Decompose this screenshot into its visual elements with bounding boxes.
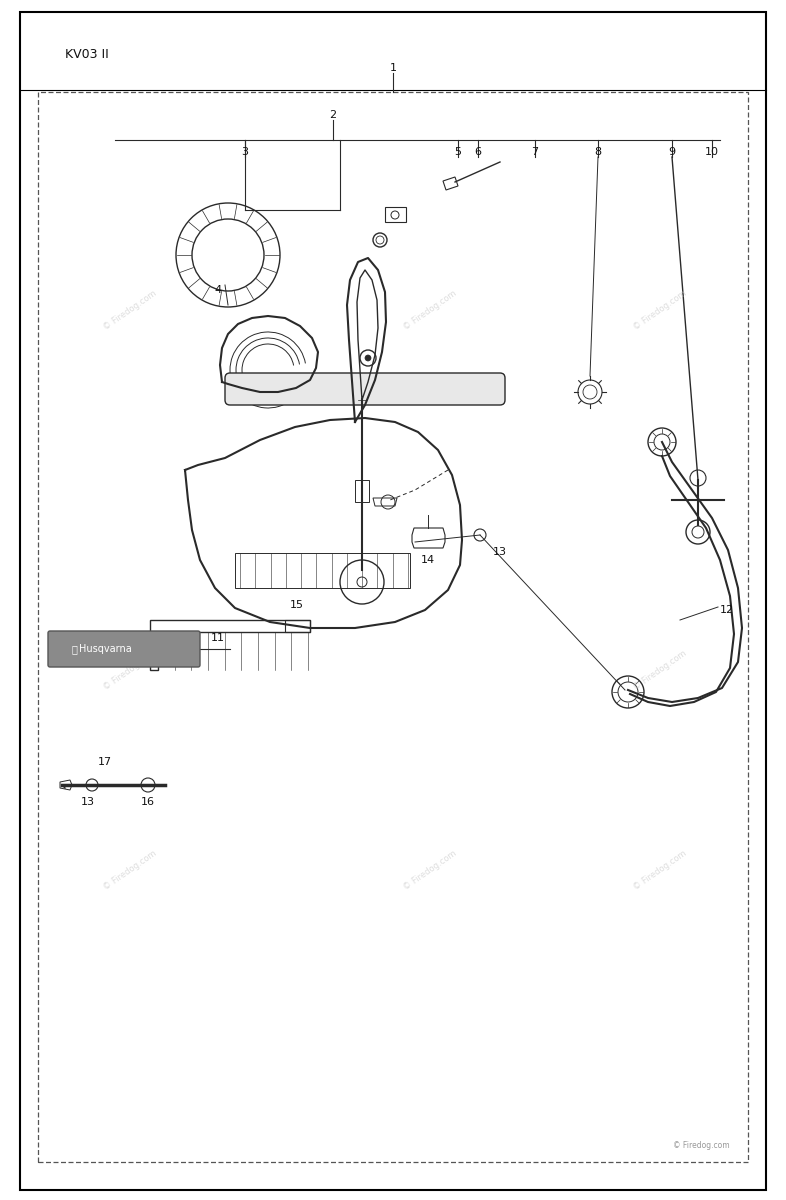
Text: 5: 5 — [454, 146, 461, 157]
Text: 11: 11 — [211, 634, 225, 643]
Bar — [355, 480, 369, 502]
Text: © Firedog.com: © Firedog.com — [102, 288, 158, 331]
FancyBboxPatch shape — [48, 631, 200, 667]
Text: 1: 1 — [390, 62, 396, 73]
Text: 9: 9 — [668, 146, 675, 157]
Text: 6: 6 — [475, 146, 482, 157]
Text: ⓨ: ⓨ — [71, 644, 77, 654]
Text: 15: 15 — [290, 600, 304, 610]
FancyBboxPatch shape — [225, 373, 505, 404]
Text: 13: 13 — [81, 797, 95, 806]
Text: © Firedog.com: © Firedog.com — [632, 648, 689, 691]
Text: © Firedog.com: © Firedog.com — [674, 1141, 730, 1150]
Text: KV03 II: KV03 II — [65, 48, 108, 61]
Bar — [235, 553, 410, 588]
Text: 17: 17 — [98, 757, 112, 767]
Text: 13: 13 — [493, 547, 507, 557]
Text: Husqvarna: Husqvarna — [79, 644, 131, 654]
Text: 3: 3 — [241, 146, 248, 157]
Text: 8: 8 — [594, 146, 601, 157]
Text: 12: 12 — [720, 605, 734, 614]
Text: 4: 4 — [215, 284, 222, 295]
Circle shape — [365, 355, 371, 361]
Text: 7: 7 — [531, 146, 538, 157]
Text: 10: 10 — [705, 146, 719, 157]
Text: © Firedog.com: © Firedog.com — [102, 848, 158, 892]
Text: © Firedog.com: © Firedog.com — [402, 288, 458, 331]
Text: 14: 14 — [421, 554, 435, 565]
Text: © Firedog.com: © Firedog.com — [402, 848, 458, 892]
Text: 2: 2 — [329, 110, 336, 120]
Text: © Firedog.com: © Firedog.com — [632, 848, 689, 892]
Text: 16: 16 — [141, 797, 155, 806]
Text: © Firedog.com: © Firedog.com — [632, 288, 689, 331]
Text: © Firedog.com: © Firedog.com — [102, 648, 158, 691]
